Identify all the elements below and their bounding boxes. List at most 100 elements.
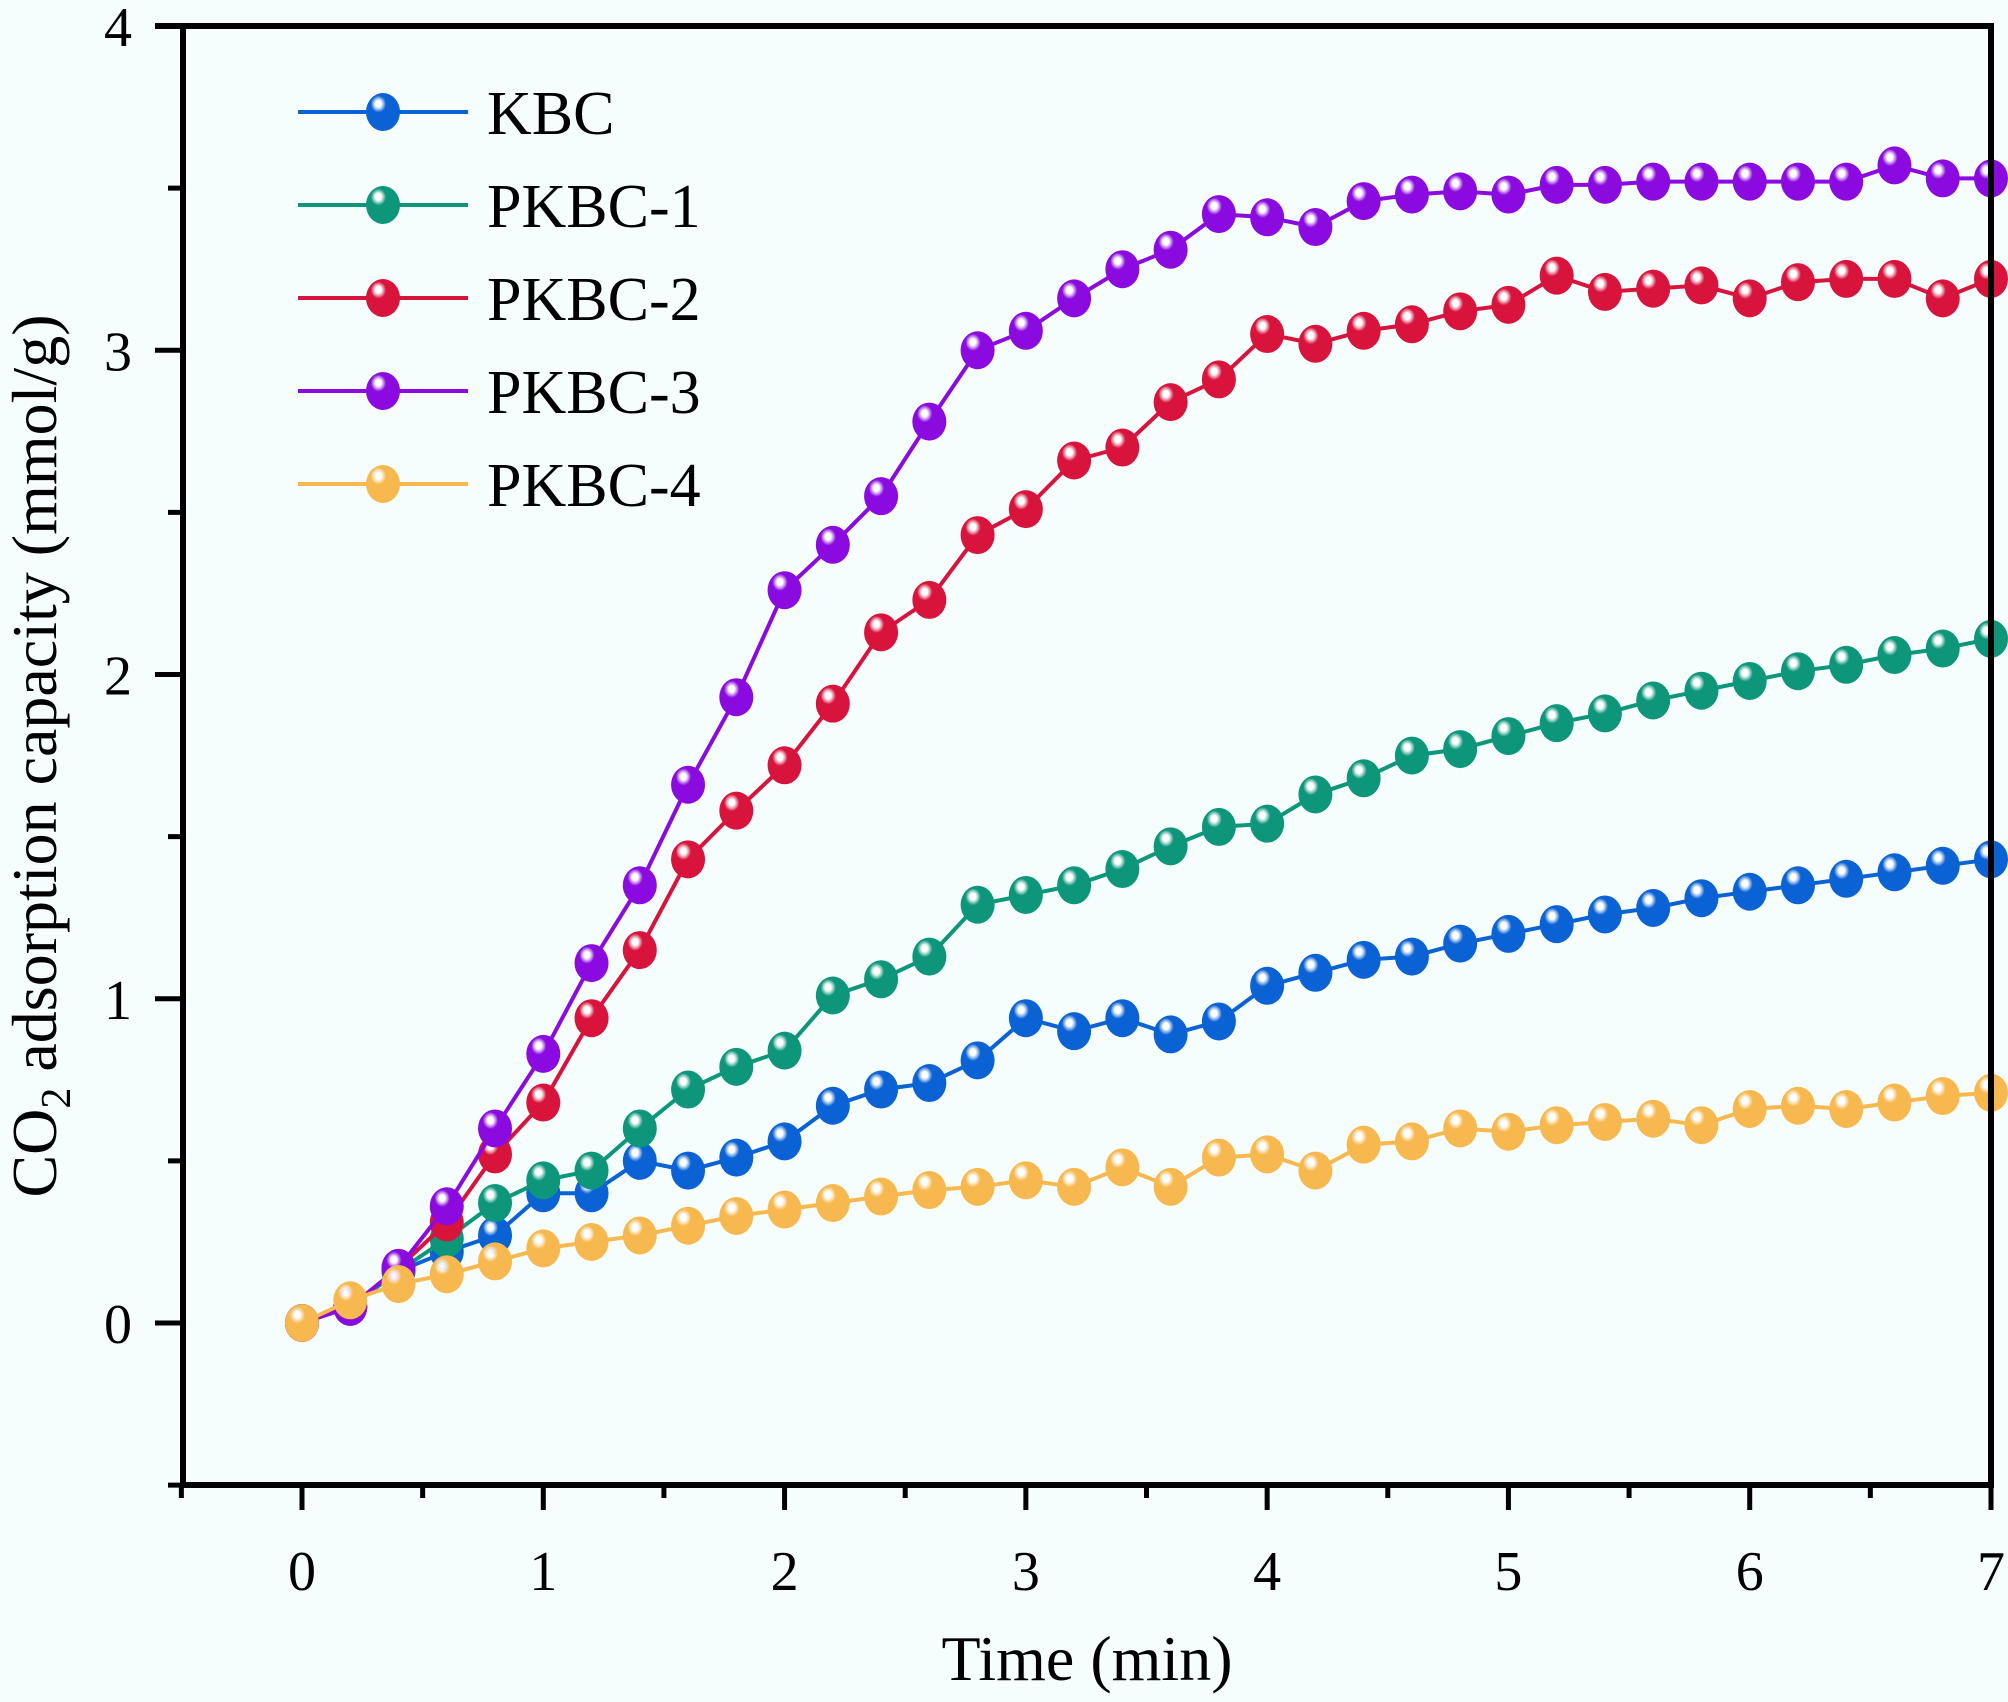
data-point-pkbc-1 [864,960,899,999]
data-point-pkbc-4 [429,1255,464,1294]
data-point-kbc [1684,879,1719,918]
data-point-kbc [1201,1002,1236,1041]
legend-label: KBC [487,80,614,148]
y-tick-label: 1 [104,970,132,1032]
data-point-kbc [1491,914,1526,953]
data-point-kbc [767,1122,802,1161]
data-point-pkbc-4 [1201,1138,1236,1177]
y-tick-label: 2 [104,646,132,708]
data-point-pkbc-3 [1684,162,1719,201]
data-point-pkbc-1 [1539,704,1574,743]
data-point-pkbc-3 [1298,208,1333,247]
data-point-pkbc-4 [767,1190,802,1229]
data-point-pkbc-1 [1250,804,1285,843]
data-point-pkbc-3 [1732,162,1767,201]
data-point-pkbc-4 [1636,1099,1671,1138]
data-point-pkbc-1 [1587,694,1622,733]
legend-item-pkbc-1: PKBC-1 [298,173,701,241]
data-point-pkbc-3 [1636,162,1671,201]
data-point-kbc [1346,940,1381,979]
data-point-pkbc-3 [1057,279,1092,318]
data-point-pkbc-3 [1153,230,1188,269]
data-point-pkbc-2 [1925,279,1960,318]
x-tick-label: 0 [288,1541,316,1603]
data-point-pkbc-4 [1394,1122,1429,1161]
data-point-pkbc-2 [864,613,899,652]
legend-label: PKBC-4 [487,452,701,520]
data-point-pkbc-2 [1394,305,1429,344]
data-point-pkbc-3 [1877,146,1912,185]
data-point-kbc [1587,895,1622,934]
data-point-pkbc-2 [1201,360,1236,399]
data-point-pkbc-4 [1829,1089,1864,1128]
data-point-pkbc-2 [719,791,754,830]
data-point-pkbc-1 [1925,629,1960,668]
data-point-kbc [1250,966,1285,1005]
series-pkbc-3 [285,146,2008,1342]
data-point-pkbc-2 [1298,324,1333,363]
data-point-pkbc-2 [1539,256,1574,295]
data-point-pkbc-1 [719,1047,754,1086]
data-point-pkbc-1 [815,976,850,1015]
y-tick-label: 3 [104,321,132,383]
series-pkbc-4 [285,1073,2008,1342]
x-tick-label: 5 [1494,1541,1522,1603]
data-point-kbc [1829,859,1864,898]
data-point-pkbc-2 [1636,269,1671,308]
data-point-pkbc-4 [285,1304,319,1342]
data-point-pkbc-3 [574,944,609,983]
data-point-pkbc-3 [1925,159,1960,198]
data-point-pkbc-2 [1829,259,1864,298]
y-axis-label: CO2 adsorption capacity (mmol/g) [0,314,80,1197]
data-point-kbc [1732,872,1767,911]
legend-marker [366,279,400,317]
data-point-pkbc-2 [767,746,802,785]
data-point-kbc [1539,905,1574,944]
data-point-pkbc-2 [1877,259,1912,298]
data-point-pkbc-4 [1587,1102,1622,1141]
data-point-pkbc-1 [1008,875,1043,914]
data-point-pkbc-1 [622,1109,657,1148]
data-point-pkbc-1 [1829,645,1864,684]
data-point-pkbc-3 [622,866,657,905]
data-point-pkbc-4 [912,1171,947,1210]
data-point-pkbc-2 [1587,272,1622,311]
legend: KBC PKBC-1 PKBC-2 PKBC-3 PKBC-4 [298,80,701,520]
data-point-pkbc-1 [1394,736,1429,775]
data-point-pkbc-2 [815,684,850,723]
data-point-kbc [1877,853,1912,892]
data-point-pkbc-2 [622,931,657,970]
data-point-kbc [1008,999,1043,1038]
data-point-kbc [622,1141,657,1180]
x-axis-label: Time (min) [942,1623,1233,1694]
data-point-kbc [912,1064,947,1103]
data-point-pkbc-1 [1346,759,1381,798]
y-axis-label-main: CO [0,1109,70,1198]
data-point-pkbc-1 [767,1031,802,1070]
data-point-pkbc-3 [912,402,947,441]
data-point-kbc [1057,1012,1092,1051]
x-tick-label: 6 [1736,1541,1764,1603]
data-point-pkbc-1 [478,1184,513,1223]
data-point-pkbc-4 [1008,1161,1043,1200]
data-point-pkbc-4 [864,1177,899,1216]
y-ticks: 0 1 2 3 4 [104,0,183,1488]
data-point-pkbc-4 [478,1242,513,1281]
data-point-pkbc-4 [960,1167,995,1206]
legend-item-pkbc-3: PKBC-3 [298,359,701,427]
data-point-pkbc-4 [381,1265,416,1304]
data-point-pkbc-4 [719,1196,754,1235]
data-point-pkbc-2 [1684,266,1719,305]
data-point-pkbc-1 [1105,850,1140,889]
series-pkbc-1 [285,619,2008,1342]
data-point-pkbc-2 [1250,315,1285,354]
data-point-pkbc-3 [1201,195,1236,234]
data-point-pkbc-3 [1443,172,1478,211]
data-point-pkbc-2 [912,580,947,619]
data-point-kbc [815,1086,850,1125]
data-point-pkbc-4 [671,1206,706,1245]
data-point-kbc [1153,1015,1188,1054]
data-point-pkbc-4 [333,1281,368,1320]
